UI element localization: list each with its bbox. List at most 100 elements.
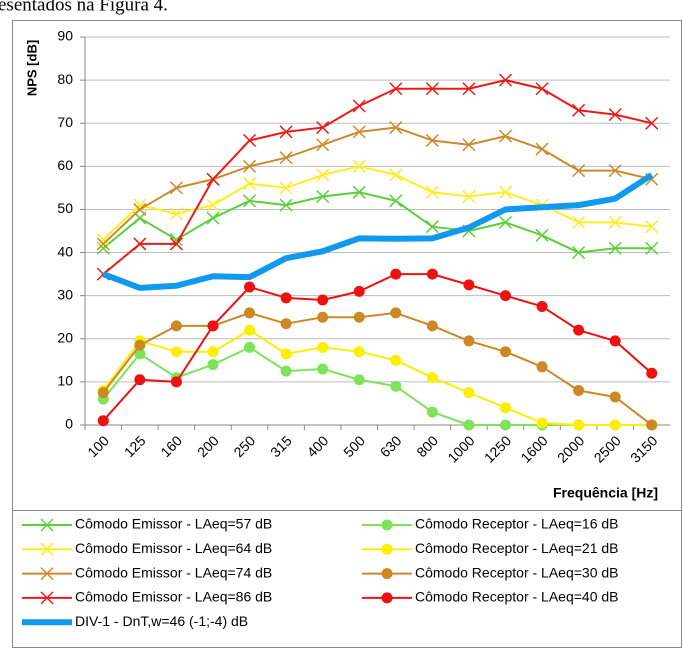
marker: [390, 380, 402, 392]
marker: [498, 185, 512, 199]
marker: [207, 320, 219, 332]
marker: [352, 185, 366, 199]
marker: [244, 281, 256, 293]
marker: [499, 419, 511, 431]
marker: [535, 82, 549, 96]
marker: [206, 211, 220, 225]
marker: [389, 121, 403, 135]
marker: [316, 121, 330, 135]
marker: [389, 82, 403, 96]
legend-label: DIV-1 - DnT,w=46 (-1;-4) dB: [75, 613, 248, 629]
marker: [169, 207, 183, 221]
series-line: [102, 191, 652, 254]
marker: [462, 82, 476, 96]
y-tick-label: 30: [57, 286, 73, 302]
legend-marker: [40, 542, 54, 556]
marker: [608, 215, 622, 229]
marker: [243, 177, 257, 191]
marker: [572, 164, 586, 178]
marker: [316, 168, 330, 182]
marker: [279, 198, 293, 212]
marker: [133, 202, 147, 216]
marker: [425, 185, 439, 199]
marker: [646, 419, 658, 431]
y-tick-label: 10: [57, 373, 73, 389]
marker: [426, 268, 438, 280]
marker: [425, 220, 439, 234]
marker: [499, 290, 511, 302]
marker: [463, 387, 475, 399]
legend-label: Cômodo Emissor - LAeq=64 dB: [75, 540, 272, 556]
marker: [353, 311, 365, 323]
y-tick-label: 20: [57, 329, 73, 345]
marker: [170, 376, 182, 388]
marker: [280, 348, 292, 360]
marker: [244, 324, 256, 336]
marker: [426, 320, 438, 332]
marker: [352, 125, 366, 139]
marker: [316, 189, 330, 204]
legend-label: Cômodo Receptor - LAeq=30 dB: [415, 564, 619, 580]
marker: [353, 374, 365, 386]
marker: [97, 415, 109, 427]
marker: [609, 419, 621, 431]
marker: [280, 365, 292, 377]
marker: [498, 73, 512, 87]
legend-label: Cômodo Receptor - LAeq=21 dB: [415, 540, 619, 556]
marker: [96, 233, 110, 247]
legend-marker: [40, 518, 54, 532]
marker: [244, 341, 256, 353]
y-tick-label: 50: [57, 200, 73, 216]
header-text: esentados na Figura 4.: [0, 0, 168, 15]
marker: [206, 172, 220, 186]
series-line: [102, 172, 654, 291]
marker: [353, 346, 365, 358]
marker: [572, 103, 586, 117]
marker: [536, 300, 548, 312]
marker: [426, 406, 438, 418]
marker: [317, 363, 329, 375]
marker: [279, 151, 293, 165]
legend-marker: [381, 543, 393, 555]
y-tick-label: 80: [57, 71, 73, 87]
marker: [645, 220, 659, 234]
marker: [573, 385, 585, 397]
series-line: [102, 165, 652, 241]
marker: [134, 374, 146, 386]
marker: [425, 82, 439, 96]
marker: [316, 138, 330, 152]
marker: [390, 268, 402, 280]
marker: [279, 181, 293, 195]
marker: [207, 346, 219, 358]
marker: [244, 307, 256, 319]
marker: [646, 367, 658, 379]
marker: [317, 341, 329, 353]
y-tick-label: 40: [57, 243, 73, 259]
series-line: [102, 126, 652, 245]
marker: [463, 419, 475, 431]
legend-label: Cômodo Receptor - LAeq=16 dB: [415, 516, 619, 532]
marker: [573, 419, 585, 431]
marker: [462, 189, 476, 204]
marker: [280, 292, 292, 304]
x-axis-label: Frequência [Hz]: [553, 485, 658, 501]
marker: [645, 241, 659, 255]
legend-marker: [381, 592, 393, 604]
marker: [462, 138, 476, 152]
legend-marker: [381, 519, 393, 531]
marker: [426, 372, 438, 384]
y-tick-label: 90: [57, 28, 73, 44]
legend-label: Cômodo Emissor - LAeq=74 dB: [75, 564, 272, 580]
marker: [573, 324, 585, 336]
y-tick-label: 70: [57, 114, 73, 130]
marker: [280, 318, 292, 330]
marker: [608, 108, 622, 122]
marker: [609, 335, 621, 347]
y-tick-label: 60: [57, 157, 73, 173]
marker: [206, 198, 220, 212]
marker: [499, 346, 511, 358]
legend-marker: [381, 568, 393, 580]
marker: [352, 159, 366, 173]
legend-label: Cômodo Emissor - LAeq=86 dB: [75, 589, 272, 605]
marker: [572, 246, 586, 260]
